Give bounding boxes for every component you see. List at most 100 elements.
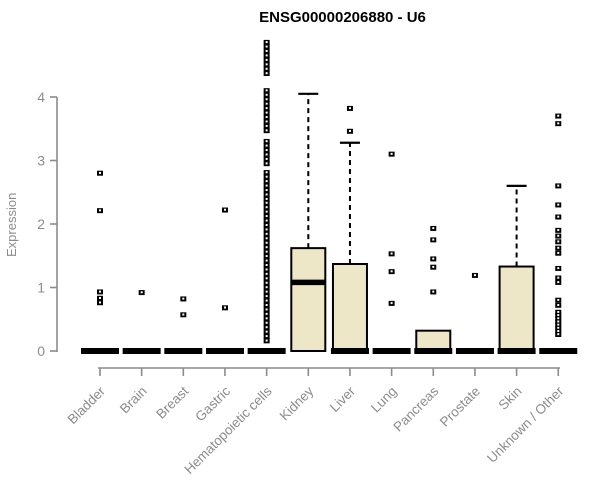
zero-bar (122, 348, 161, 354)
outlier-point-center (557, 229, 560, 232)
outlier-point-center (265, 241, 268, 244)
outlier-point-center (265, 321, 268, 324)
zero-bar (205, 348, 244, 354)
outlier-point-center (265, 299, 268, 302)
x-tick-label: Prostate (437, 384, 483, 430)
outlier-point-center (182, 313, 185, 316)
outlier-point-center (99, 296, 101, 299)
outlier-point-center (265, 255, 268, 258)
box (415, 329, 452, 352)
outlier-point-center (557, 303, 560, 306)
x-tick-label: Skin (496, 384, 525, 413)
outlier-point-center (265, 189, 268, 192)
x-tick-label: Unknown / Other (484, 383, 567, 466)
outlier-point-center (390, 152, 393, 155)
outlier-point-center (223, 306, 226, 309)
outlier-point-center (265, 45, 268, 48)
x-tick-label: Gastric (192, 383, 233, 424)
outlier-point-center (265, 201, 268, 204)
outlier-point-center (265, 330, 268, 333)
outlier-point-center (265, 237, 268, 240)
outlier-point-center (557, 314, 560, 317)
outlier-point-center (432, 290, 435, 293)
outlier-point-center (390, 302, 393, 305)
y-tick-label: 2 (37, 216, 45, 232)
outlier-point-center (557, 317, 560, 320)
outlier-point-center (265, 206, 268, 209)
outlier-point-center (265, 107, 268, 110)
outlier-point-center (265, 197, 268, 200)
outlier-point-center (265, 120, 268, 123)
outlier-point-center (99, 301, 101, 304)
outlier-point-center (265, 175, 268, 178)
outlier-point-center (557, 333, 560, 336)
outlier-point-center (390, 270, 393, 273)
outlier-point-center (265, 263, 268, 266)
outlier-point-center (265, 339, 268, 342)
outlier-point-center (265, 116, 268, 119)
outlier-point-center (265, 171, 268, 174)
y-tick-label: 4 (37, 89, 45, 105)
outlier-point-center (265, 272, 268, 275)
outlier-point-center (140, 291, 143, 294)
outlier-point-center (265, 335, 268, 338)
x-tick-label: Pancreas (390, 383, 441, 434)
x-tick-label: Breast (153, 383, 191, 421)
outlier-point-center (265, 41, 268, 44)
outlier-point-center (265, 124, 268, 127)
zero-bar (414, 348, 453, 354)
outlier-point-center (557, 215, 560, 218)
outlier-point-center (265, 63, 268, 66)
outlier-point-center (265, 326, 268, 329)
outlier-point-center (265, 210, 268, 213)
outlier-point-center (390, 252, 393, 255)
outlier-point-center (432, 265, 435, 268)
outlier-point-center (557, 240, 560, 243)
outlier-point-center (265, 111, 268, 114)
outlier-point-center (265, 259, 268, 262)
outlier-point-center (265, 140, 268, 143)
zero-bar (539, 348, 578, 354)
outlier-point-center (265, 129, 268, 132)
outlier-point-center (473, 274, 476, 277)
outlier-point-center (265, 303, 268, 306)
outlier-point-center (557, 320, 560, 323)
outlier-point-center (265, 268, 268, 271)
outlier-point-center (265, 286, 268, 289)
x-tick-label: Liver (327, 383, 359, 415)
outlier-point-center (557, 122, 560, 125)
outlier-point-center (265, 162, 268, 165)
outlier-point-center (348, 107, 351, 110)
outlier-point-center (557, 184, 560, 187)
outlier-point-center (557, 326, 560, 329)
outlier-point-center (557, 281, 560, 284)
outlier-point-center (265, 149, 268, 152)
outlier-point-center (557, 310, 560, 313)
outlier-point-center (557, 251, 560, 254)
box (331, 263, 368, 353)
outlier-point-center (99, 290, 101, 293)
outlier-point-center (557, 267, 560, 270)
outlier-point-center (265, 54, 268, 57)
outlier-point-center (265, 58, 268, 61)
outlier-point-center (265, 250, 268, 253)
outlier-point-center (265, 102, 268, 105)
outlier-point-center (265, 193, 268, 196)
outlier-point-center (265, 49, 268, 52)
zero-bar (81, 348, 119, 354)
x-tick-label: Lung (368, 384, 400, 416)
x-tick-label: Bladder (65, 383, 109, 427)
outlier-point-center (432, 257, 435, 260)
outlier-point-center (265, 144, 268, 147)
outlier-point-center (265, 67, 268, 70)
box (290, 247, 327, 353)
outlier-point-center (265, 308, 268, 311)
zero-bar (164, 348, 203, 354)
outlier-point-center (265, 93, 268, 96)
outlier-point-center (557, 330, 560, 333)
outlier-point-center (182, 297, 185, 300)
outlier-point-center (348, 129, 351, 132)
x-tick-label: Brain (117, 384, 150, 417)
